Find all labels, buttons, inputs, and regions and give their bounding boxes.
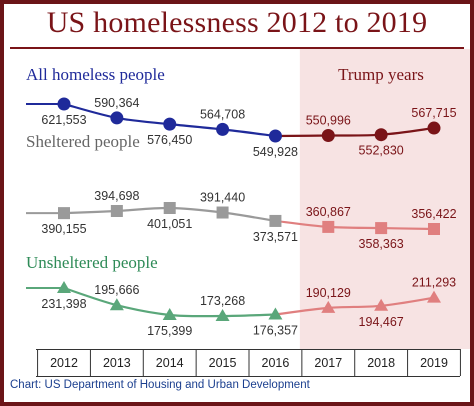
series-2-label-4: 176,357 [253,324,298,338]
series-2-point-5 [321,300,336,313]
series-1-point-4 [269,214,282,227]
series-name-2: Unsheltered people [26,253,158,272]
series-1-label-3: 391,440 [200,191,245,205]
series-1-label-7: 356,422 [411,207,456,221]
series-0-label-5: 550,996 [306,114,351,128]
x-tick-label-4: 2016 [262,356,290,370]
series-2-label-6: 194,467 [359,315,404,329]
series-2-point-4 [268,307,283,320]
series-2-label-5: 190,129 [306,286,351,300]
series-1-label-0: 390,155 [41,222,86,236]
series-0-point-0 [57,97,71,111]
series-0-label-0: 621,553 [41,113,86,127]
series-1-label-4: 373,571 [253,230,298,244]
title-divider [10,47,464,49]
x-tick-label-0: 2012 [50,356,78,370]
series-1-label-5: 360,867 [306,205,351,219]
series-1-point-6 [375,222,388,235]
series-0-line-post [275,126,435,138]
series-0-label-3: 564,708 [200,107,245,121]
series-2-label-1: 195,666 [94,283,139,297]
x-tick-label-1: 2013 [103,356,131,370]
series-0-point-4 [268,129,282,143]
series-1-point-3 [216,206,229,219]
series-2-label-7: 211,293 [412,276,456,290]
shaded-region-label: Trump years [338,65,424,84]
series-0-point-7 [427,121,441,135]
shaded-region [299,49,470,349]
series-0-point-6 [374,128,388,142]
series-0-point-5 [321,129,335,143]
series-2-line-post [275,296,435,316]
series-1-line-post [275,219,435,231]
series-0-label-2: 576,450 [147,133,192,147]
series-2-label-2: 175,399 [147,324,192,338]
series-2-label-0: 231,398 [41,297,86,311]
series-2-point-7 [427,290,441,303]
series-1-label-2: 401,051 [147,217,192,231]
series-2-point-1 [109,298,124,311]
series-1-point-5 [322,220,335,233]
series-name-1: Sheltered people [26,132,140,151]
series-0-point-1 [110,111,124,125]
series-0-label-1: 590,364 [94,96,139,110]
series-2-point-6 [374,298,389,311]
series-1-label-1: 394,698 [94,189,139,203]
chart-title: US homelessness 2012 to 2019 [46,6,428,39]
series-1-label-6: 358,363 [359,237,404,251]
series-2-point-2 [162,307,177,320]
x-tick-label-3: 2015 [209,356,237,370]
series-2-point-3 [215,309,230,321]
x-tick-label-6: 2018 [367,356,395,370]
series-1-point-1 [110,204,123,217]
series-0-label-6: 552,830 [359,144,404,158]
series-0-label-4: 549,928 [253,145,298,159]
x-axis-box [36,349,460,377]
series-1-point-0 [58,207,70,220]
series-0-point-2 [163,117,177,131]
series-name-0: All homeless people [26,65,165,84]
series-2-point-0 [57,281,71,293]
series-1-point-2 [163,202,176,214]
x-tick-label-2: 2014 [156,356,184,370]
x-tick-label-7: 2019 [420,356,448,370]
series-1-point-7 [428,223,440,235]
series-0-label-7: 567,715 [411,106,456,120]
x-tick-label-5: 2017 [314,356,342,370]
series-2-label-3: 173,268 [200,294,245,308]
series-0-point-3 [216,122,230,136]
source-note: Chart: US Department of Housing and Urba… [10,379,310,391]
